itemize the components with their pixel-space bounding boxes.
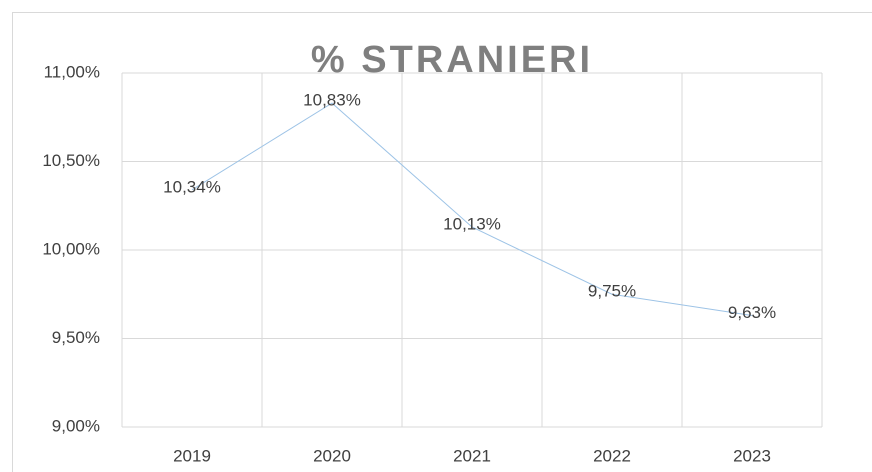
x-tick-label: 2022 [593,446,631,465]
data-label: 10,13% [443,214,501,233]
data-label: 10,34% [163,177,221,196]
x-tick-label: 2020 [313,446,351,465]
x-tick-label: 2023 [733,446,771,465]
y-tick-label: 9,00% [52,416,100,435]
x-tick-label: 2019 [173,446,211,465]
chart-frame [12,12,872,472]
y-tick-label: 11,00% [44,62,100,81]
line [191,102,753,316]
y-tick-label: 10,00% [42,239,100,258]
data-label: 9,75% [588,282,636,301]
data-label: 10,83% [303,91,361,110]
chart-title: % STRANIERI [311,39,593,81]
y-tick-label: 9,50% [52,328,100,347]
data-label: 9,63% [728,303,776,322]
x-tick-label: 2021 [453,446,491,465]
y-tick-label: 10,50% [42,151,100,170]
